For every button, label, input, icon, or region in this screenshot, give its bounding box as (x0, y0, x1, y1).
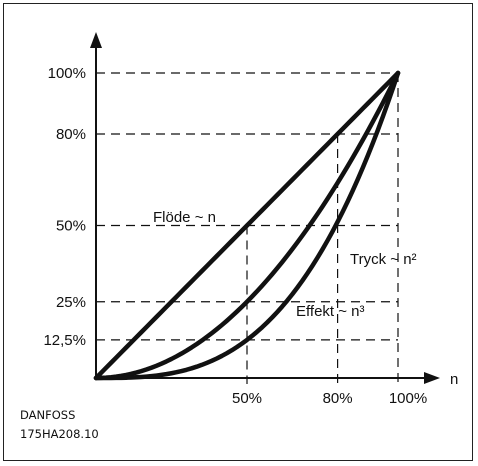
series-label-flode: Flöde ~ n (153, 209, 216, 226)
y-tick-label: 80% (56, 126, 86, 143)
series-line-1 (93, 70, 401, 381)
x-axis-arrow (424, 372, 440, 384)
series-line-3 (93, 70, 401, 381)
series-label-effekt: Effekt ~ n³ (296, 303, 365, 320)
curves (93, 70, 401, 381)
x-tick-label: 50% (232, 390, 262, 407)
y-tick-label: 100% (48, 65, 86, 82)
y-axis-arrow (90, 32, 102, 48)
y-tick-label: 12,5% (43, 332, 86, 349)
series-label-tryck: Tryck ~ n² (350, 251, 417, 268)
y-tick-label: 25% (56, 294, 86, 311)
series-line-2 (93, 70, 401, 381)
x-axis-label: n (450, 371, 458, 388)
footer-code: 175HA208.10 (20, 427, 99, 441)
x-tick-label: 100% (389, 390, 427, 407)
footer-brand: DANFOSS (20, 408, 75, 422)
tick-labels: 100% 80% 50% 25% 12,5% 50% 80% 100% (43, 65, 427, 407)
figure-frame (3, 3, 473, 461)
y-tick-label: 50% (56, 218, 86, 235)
x-tick-label: 80% (323, 390, 353, 407)
